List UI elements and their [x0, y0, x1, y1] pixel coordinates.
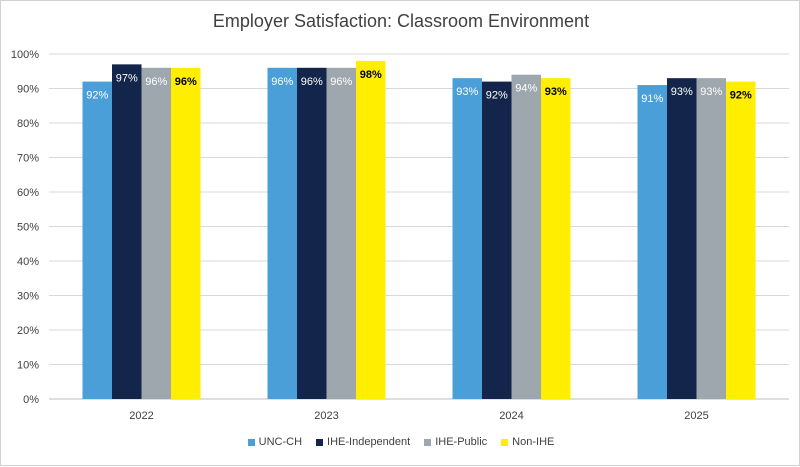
chart-legend: UNC-CH IHE-Independent IHE-Public Non-IHE [1, 436, 800, 448]
data-label: 96% [145, 76, 167, 88]
data-label: 97% [116, 72, 138, 84]
data-label: 92% [730, 90, 752, 102]
bar [667, 78, 697, 400]
data-label: 96% [330, 76, 352, 88]
y-tick-label: 60% [17, 187, 39, 199]
bar [696, 78, 726, 400]
bar [297, 67, 327, 400]
legend-label: UNC-CH [258, 436, 303, 448]
data-label: 91% [641, 93, 663, 105]
bar [482, 81, 512, 399]
legend-label: Non-IHE [512, 436, 555, 448]
data-label: 92% [486, 90, 508, 102]
data-label: 98% [360, 69, 382, 81]
data-label: 93% [545, 86, 567, 98]
data-label: 96% [301, 76, 323, 88]
y-tick-label: 30% [17, 291, 39, 303]
legend-swatch [501, 438, 509, 446]
y-tick-label: 20% [17, 325, 39, 337]
legend-swatch [316, 438, 324, 446]
data-label: 93% [671, 86, 693, 98]
y-tick-label: 90% [17, 84, 39, 96]
bar [112, 64, 142, 399]
legend-swatch [247, 438, 255, 446]
legend-label: IHE-Public [435, 436, 488, 448]
bar [637, 85, 667, 400]
y-tick-label: 100% [11, 49, 39, 61]
data-label: 93% [456, 86, 478, 98]
legend-item: IHE-Independent [316, 436, 410, 448]
bar [267, 67, 297, 400]
bar [452, 78, 482, 400]
data-label: 92% [86, 90, 108, 102]
x-tick-label: 2025 [684, 410, 708, 422]
y-tick-label: 70% [17, 153, 39, 165]
bar [82, 81, 112, 399]
legend-item: Non-IHE [501, 436, 554, 448]
y-tick-label: 10% [17, 360, 39, 372]
data-label: 93% [700, 86, 722, 98]
x-tick-label: 2023 [314, 410, 338, 422]
legend-item: UNC-CH [247, 436, 303, 448]
bar [726, 81, 756, 399]
bar [511, 74, 541, 399]
x-tick-label: 2022 [129, 410, 153, 422]
y-tick-label: 0% [23, 394, 39, 406]
chart-title: Employer Satisfaction: Classroom Environ… [212, 11, 590, 31]
legend-label: IHE-Independent [327, 436, 411, 448]
data-label: 94% [515, 83, 537, 95]
y-tick-label: 50% [17, 222, 39, 234]
bar [326, 67, 356, 400]
data-label: 96% [271, 76, 293, 88]
legend-swatch [424, 438, 432, 446]
x-tick-label: 2024 [499, 410, 523, 422]
y-tick-label: 40% [17, 256, 39, 268]
y-tick-label: 80% [17, 118, 39, 130]
data-label: 96% [175, 76, 197, 88]
bar [356, 60, 386, 400]
legend-item: IHE-Public [424, 436, 487, 448]
bar [141, 67, 171, 400]
bar [171, 67, 201, 400]
bar [541, 78, 571, 400]
